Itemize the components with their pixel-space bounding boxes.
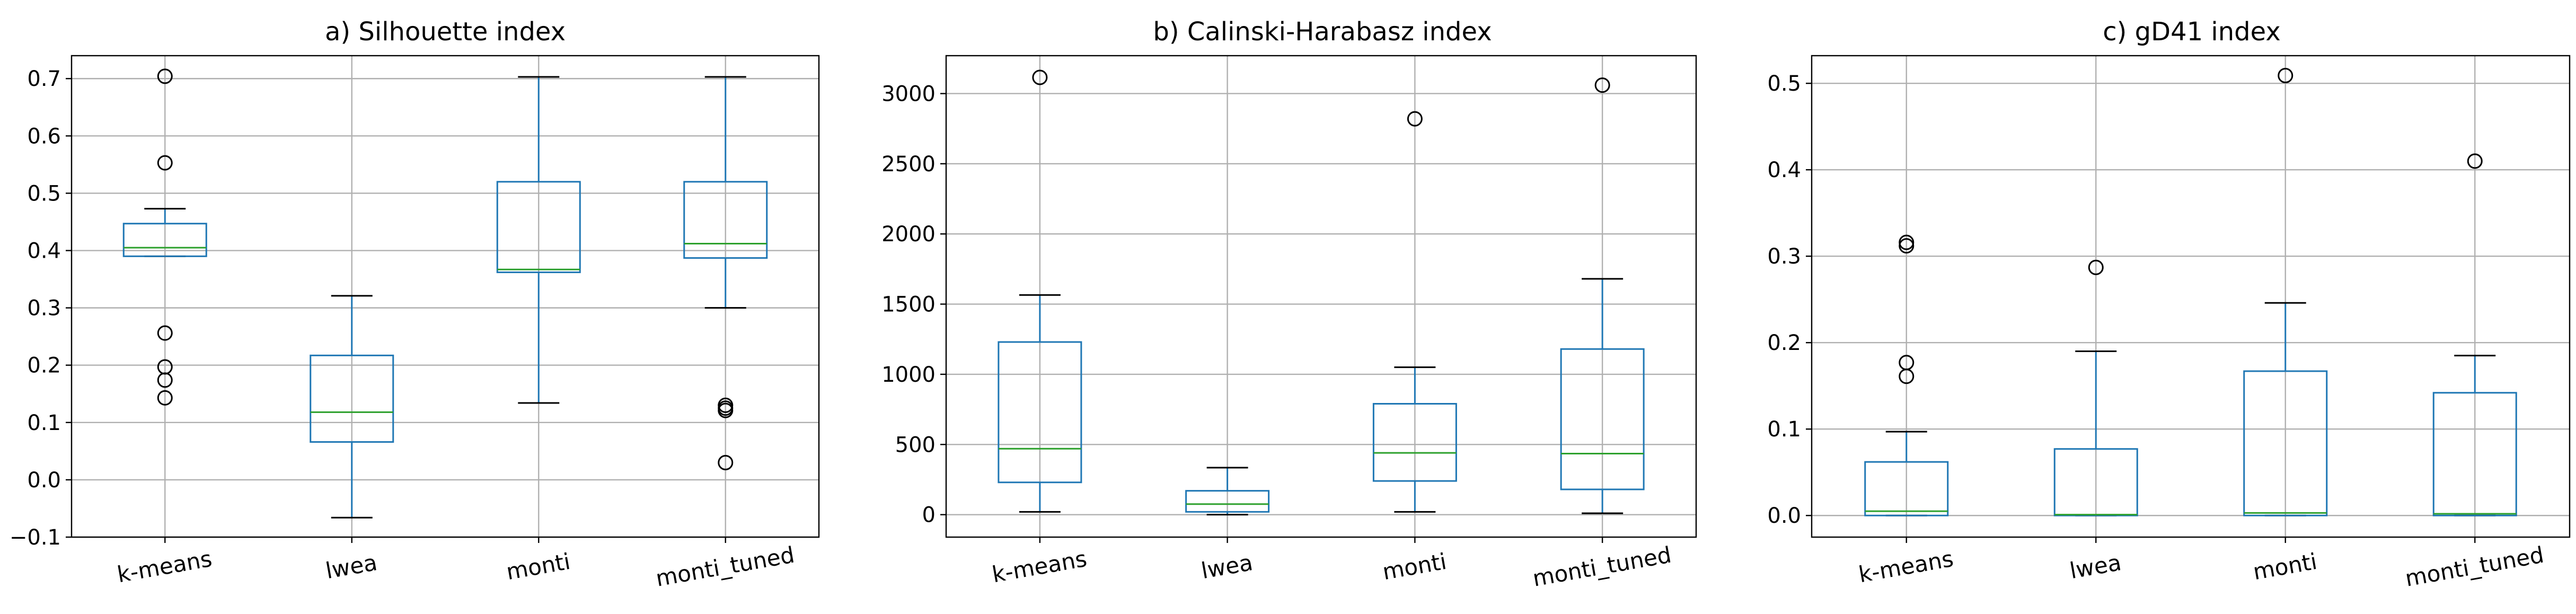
y-tick-label: 0 bbox=[922, 503, 936, 528]
y-tick-label: 3000 bbox=[881, 82, 936, 106]
y-tick-label: 0.1 bbox=[1767, 417, 1801, 442]
outlier-point bbox=[718, 454, 734, 470]
box-monti_tuned bbox=[1560, 77, 1645, 514]
y-tick-label: 0.2 bbox=[27, 354, 61, 378]
y-tick-label: 0.0 bbox=[27, 468, 61, 493]
outlier-point bbox=[157, 372, 173, 388]
outlier-point bbox=[1899, 238, 1915, 254]
box-iqr bbox=[998, 341, 1082, 484]
outlier-point bbox=[2278, 67, 2293, 83]
y-tick-label: 0.3 bbox=[27, 296, 61, 321]
y-tick-label: 0.4 bbox=[1767, 158, 1801, 182]
y-tick-label: 2500 bbox=[881, 152, 936, 177]
chart-a-title: a) Silhouette index bbox=[325, 17, 566, 47]
chart-c-title: c) gD41 index bbox=[2103, 17, 2280, 47]
outlier-point bbox=[1899, 369, 1915, 384]
box-iqr bbox=[1185, 490, 1270, 513]
box-iqr bbox=[2432, 392, 2517, 516]
y-tick-label: 0.0 bbox=[1767, 504, 1801, 528]
outlier-point bbox=[2467, 153, 2483, 169]
y-tick-label: 0.6 bbox=[27, 124, 61, 148]
box-lwea bbox=[2053, 259, 2138, 516]
box-lwea bbox=[310, 295, 394, 519]
y-tick-label: 500 bbox=[895, 433, 936, 457]
outlier-point bbox=[157, 155, 173, 171]
chart-b-title: b) Calinski-Harabasz index bbox=[1153, 17, 1492, 47]
box-monti bbox=[2243, 67, 2328, 516]
box-iqr bbox=[122, 223, 207, 257]
y-tick-label: 2000 bbox=[881, 222, 936, 247]
y-tick-label: 0.5 bbox=[1767, 72, 1801, 96]
axes-frame bbox=[1811, 55, 2571, 538]
box-iqr bbox=[683, 181, 768, 259]
axes-frame bbox=[70, 55, 820, 538]
y-tick-label: 0.4 bbox=[27, 239, 61, 264]
outlier-point bbox=[157, 68, 173, 84]
outlier-point bbox=[1032, 69, 1048, 85]
y-tick-label: 0.5 bbox=[27, 181, 61, 206]
outlier-point bbox=[1899, 234, 1915, 250]
box-iqr bbox=[1864, 461, 1949, 516]
box-iqr bbox=[2053, 448, 2138, 516]
y-tick-label: 1000 bbox=[881, 363, 936, 387]
box-iqr bbox=[1372, 403, 1457, 482]
box-monti_tuned bbox=[683, 76, 768, 470]
box-lwea bbox=[1185, 467, 1270, 516]
box-k-means bbox=[998, 69, 1082, 513]
box-iqr bbox=[1560, 348, 1645, 490]
outlier-point bbox=[718, 402, 734, 418]
y-tick-label: 0.1 bbox=[27, 411, 61, 435]
box-monti bbox=[1372, 111, 1457, 513]
outlier-point bbox=[1594, 77, 1610, 93]
outlier-point bbox=[157, 390, 173, 406]
box-iqr bbox=[496, 181, 581, 274]
box-iqr bbox=[2243, 370, 2328, 516]
outlier-point bbox=[1407, 111, 1423, 127]
box-iqr bbox=[310, 354, 394, 443]
outlier-point bbox=[2088, 259, 2104, 275]
box-k-means bbox=[122, 68, 207, 406]
axes-frame bbox=[945, 55, 1697, 538]
y-tick-label: −0.1 bbox=[10, 525, 61, 550]
y-tick-label: 0.2 bbox=[1767, 331, 1801, 355]
outlier-point bbox=[157, 325, 173, 341]
y-tick-label: 0.3 bbox=[1767, 244, 1801, 269]
chart-0: −0.10.00.10.20.30.40.50.60.7k-means lwea m… bbox=[10, 55, 820, 592]
box-monti_tuned bbox=[2432, 153, 2517, 516]
box-monti bbox=[496, 76, 581, 404]
y-tick-label: 0.7 bbox=[27, 67, 61, 91]
box-k-means bbox=[1864, 234, 1949, 516]
y-tick-label: 1500 bbox=[881, 293, 936, 317]
